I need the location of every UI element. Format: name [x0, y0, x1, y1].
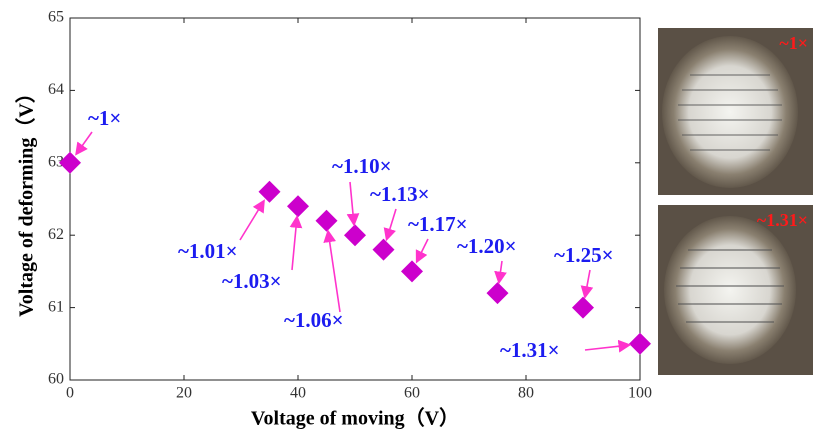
y-axis-label: Voltage of deforming（V） [15, 83, 38, 317]
annotation: ~1.10× [332, 154, 392, 178]
inset-label: ~1× [779, 33, 808, 53]
x-tick-label: 100 [628, 385, 652, 402]
x-tick-label: 60 [404, 385, 420, 402]
annotation: ~1.13× [370, 182, 430, 206]
point [401, 260, 423, 283]
point [344, 224, 366, 247]
point [629, 332, 651, 355]
plot-frame [69, 17, 641, 381]
annotation: ~1.06× [284, 308, 344, 332]
annotation: ~1.31× [500, 338, 560, 362]
inset-photo [658, 28, 813, 195]
annotation-arrow [383, 208, 397, 242]
annotation: ~1.01× [178, 239, 238, 263]
inset-label: ~1.31× [757, 210, 808, 230]
annotation-arrow [584, 339, 632, 353]
y-tick-label: 63 [48, 153, 64, 170]
x-tick-label: 40 [290, 385, 306, 402]
x-tick-label: 0 [66, 385, 74, 402]
point [258, 180, 281, 203]
y-tick-label: 64 [48, 81, 64, 98]
annotation-arrow [415, 238, 429, 264]
annotation: ~1× [88, 106, 121, 130]
annotation-arrow [75, 131, 93, 156]
y-tick-label: 61 [48, 298, 64, 315]
annotation: ~1.03× [222, 269, 282, 293]
point [59, 151, 81, 174]
annotation-arrow [239, 199, 265, 241]
annotation: ~1.25× [554, 243, 614, 267]
annotation-arrow [494, 260, 507, 285]
annotation-arrow [580, 269, 594, 299]
point [572, 296, 594, 319]
point [372, 238, 395, 261]
point [486, 282, 509, 305]
annotation-arrow [346, 181, 360, 227]
y-tick-label: 62 [48, 226, 64, 243]
annotation: ~1.20× [457, 234, 517, 258]
x-axis-label: Voltage of moving（V） [251, 407, 459, 430]
annotation-arrow [323, 229, 341, 313]
point [287, 195, 309, 218]
inset-photo [658, 205, 813, 375]
annotation-arrow [289, 215, 303, 271]
point [315, 209, 338, 232]
x-tick-label: 20 [176, 385, 192, 402]
annotation: ~1.17× [408, 212, 468, 236]
y-tick-label: 65 [48, 9, 64, 26]
x-tick-label: 80 [518, 385, 534, 402]
y-tick-label: 60 [48, 371, 64, 388]
